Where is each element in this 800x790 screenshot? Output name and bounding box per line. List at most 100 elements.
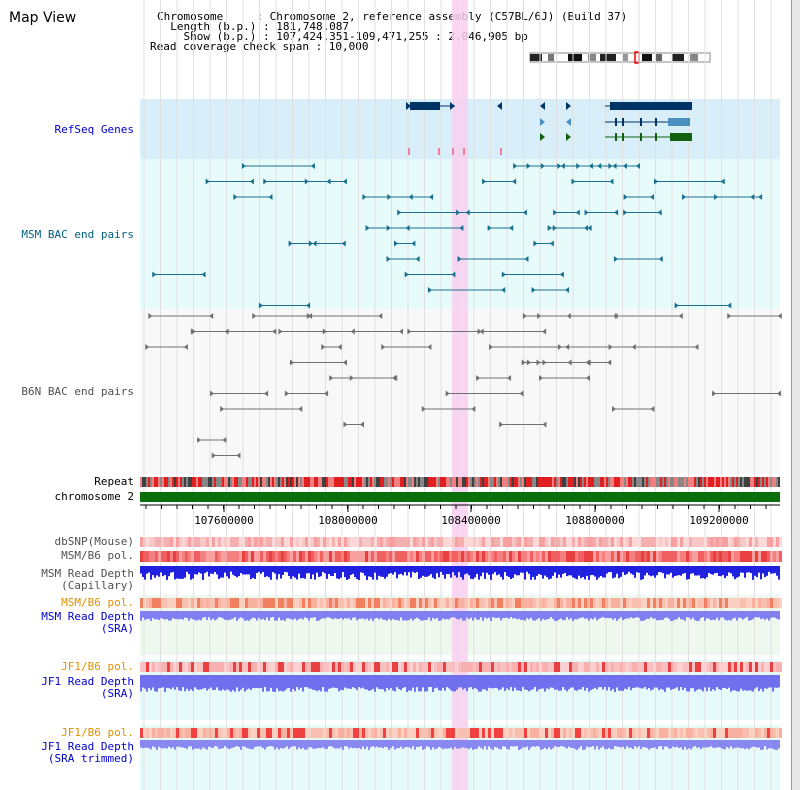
dbsnp-heat (686, 537, 689, 547)
jf1-pol-heat (452, 662, 455, 672)
jf1-depth-sra-bar (206, 675, 208, 691)
msm-depth-sra-bar (218, 611, 220, 618)
msm-depth-capillary-bar (360, 566, 362, 573)
msm-depth-sra-bar (176, 611, 178, 619)
track-label-msm-b6-pol[interactable]: MSM/B6 pol. (61, 549, 134, 562)
jf1-depth-sra-bar (348, 675, 350, 689)
msm-pol-heat (380, 551, 383, 562)
jf1-pol2-heat (704, 728, 707, 738)
msm-depth-sra-bar (156, 611, 158, 620)
jf1-pol2-heat (473, 728, 476, 738)
track-label-jf1-b6-pol-2[interactable]: JF1/B6 pol. (61, 726, 134, 739)
dbsnp-heat (560, 537, 563, 547)
msm-pol-heat (779, 551, 782, 562)
jf1-depth-trimmed-bar (340, 740, 342, 748)
bac-end-arrow (415, 256, 420, 262)
jf1-pol-heat (281, 662, 284, 672)
jf1-pol-heat (581, 662, 584, 672)
repeat-segment (406, 477, 408, 487)
track-label-refseq[interactable]: RefSeq Genes (54, 123, 134, 136)
jf1-depth-sra-bar (320, 675, 322, 692)
jf1-pol-heat (479, 662, 482, 672)
msm-depth-sra-bar (530, 611, 532, 618)
msm-depth-capillary-bar (388, 566, 390, 574)
track-label-msm-b6-pol-2[interactable]: MSM/B6 pol. (61, 596, 134, 609)
msm-depth-sra-bar (286, 611, 288, 619)
jf1-depth-sra-bar (142, 675, 144, 688)
msm-pol2-heat (449, 598, 452, 608)
msm-pol2-heat (647, 598, 650, 608)
jf1-depth-sra-bar (626, 675, 628, 690)
msm-pol2-heat (158, 598, 161, 608)
repeat-segment (754, 477, 756, 487)
msm-depth-sra-bar (344, 611, 346, 619)
track-label-msm-depth-sra[interactable]: MSM Read Depth (SRA) (41, 610, 134, 635)
msm-depth-sra-bar (456, 611, 458, 620)
track-label-chromosome: chromosome 2 (54, 490, 134, 503)
track-label-jf1-depth-sra[interactable]: JF1 Read Depth (SRA) (41, 675, 134, 700)
msm-pol2-heat (680, 598, 683, 608)
bac-end-arrow (201, 271, 206, 278)
repeat-segment (584, 477, 586, 487)
bac-end-arrow (584, 225, 589, 231)
axis-tick-label: 108400000 (441, 514, 501, 527)
jf1-depth-sra-bar (330, 675, 332, 689)
track-label-jf1-depth-trimmed[interactable]: JF1 Read Depth (SRA trimmed) (41, 740, 134, 765)
msm-pol-heat (617, 551, 620, 562)
jf1-pol2-heat (749, 728, 752, 738)
msm-depth-sra-bar (640, 611, 642, 621)
msm-pol-heat (566, 551, 569, 562)
jf1-pol-heat (233, 662, 236, 672)
msm-pol2-heat (401, 598, 404, 608)
msm-depth-capillary-bar (656, 566, 658, 576)
msm-pol2-heat (170, 598, 173, 608)
msm-pol-heat (326, 551, 329, 562)
jf1-pol-heat (194, 662, 197, 672)
track-label-b6n-bac[interactable]: B6N BAC end pairs (21, 385, 134, 398)
track-label-dbsnp[interactable]: dbSNP(Mouse) (54, 535, 134, 548)
msm-depth-sra-bar (636, 611, 638, 618)
repeat-segment (614, 477, 616, 487)
dbsnp-heat (755, 537, 758, 547)
track-label-jf1-b6-pol[interactable]: JF1/B6 pol. (61, 660, 134, 673)
jf1-pol-heat (773, 662, 776, 672)
msm-pol-heat (752, 551, 755, 562)
msm-pol-heat (479, 551, 482, 562)
b6n-end-arrow (613, 313, 618, 319)
msm-pol2-heat (404, 598, 407, 608)
jf1-pol-heat (674, 662, 677, 672)
jf1-depth-trimmed-bar (566, 740, 568, 749)
msm-depth-sra-bar (482, 611, 484, 621)
repeat-segment (216, 477, 218, 487)
jf1-depth-trimmed-bar (638, 740, 640, 747)
msm-depth-sra-bar (140, 611, 142, 621)
track-label-msm-bac[interactable]: MSM BAC end pairs (21, 228, 134, 241)
dbsnp-heat (602, 537, 605, 547)
msm-pol2-heat (227, 598, 230, 608)
jf1-pol2-heat (257, 728, 260, 738)
dbsnp-heat (416, 537, 419, 547)
jf1-depth-sra-bar (702, 675, 704, 692)
jf1-depth-sra-bar (268, 675, 270, 692)
b6n-end-arrow (264, 390, 269, 397)
b6n-end-arrow (565, 344, 570, 350)
track-label-msm-depth-capillary[interactable]: MSM Read Depth (Capillary) (41, 567, 134, 592)
jf1-pol2-heat (530, 728, 533, 738)
repeat-segment (430, 477, 432, 487)
msm-depth-capillary-bar (172, 566, 174, 573)
jf1-pol2-heat (647, 728, 650, 738)
jf1-depth-trimmed-bar (456, 740, 458, 749)
msm-pol-heat (158, 551, 161, 562)
jf1-pol-heat (482, 662, 485, 672)
msm-depth-sra-bar (660, 611, 662, 621)
jf1-depth-trimmed-bar (492, 740, 494, 750)
dbsnp-heat (524, 537, 527, 547)
msm-depth-sra-bar (504, 611, 506, 619)
dbsnp-heat (158, 537, 161, 547)
jf1-pol-heat (146, 662, 149, 672)
jf1-depth-sra-bar (240, 675, 242, 690)
msm-depth-sra-bar (168, 611, 170, 621)
repeat-segment (600, 477, 602, 487)
jf1-depth-sra-bar (446, 675, 448, 688)
